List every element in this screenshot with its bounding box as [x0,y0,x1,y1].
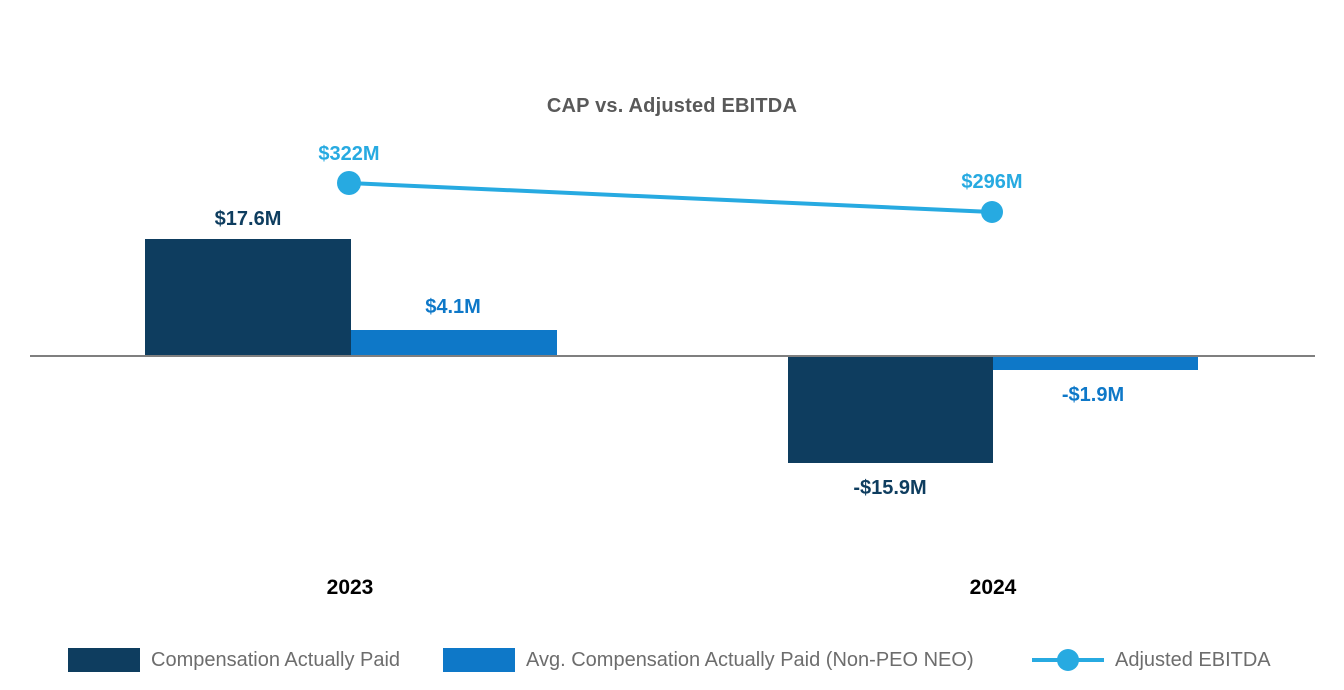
ebitda-legend-marker-icon [1032,649,1104,671]
avg-cap-2024-bar [993,357,1198,370]
ebitda-2023-label: $322M [318,143,380,165]
cap-2023-bar [145,239,351,356]
avg-cap-legend-label: Avg. Compensation Actually Paid (Non-PEO… [526,648,974,671]
legend-item-cap: Compensation Actually Paid [68,645,400,675]
cap-legend-swatch [68,648,140,672]
legend-item-ebitda: Adjusted EBITDA [1032,645,1271,675]
category-label-2023: 2023 [326,576,374,599]
cap-legend-label: Compensation Actually Paid [151,648,401,671]
ebitda-2024-label: $296M [961,171,1023,193]
cap-2023-label: $17.6M [214,208,282,230]
chart-title: CAP vs. Adjusted EBITDA [546,95,798,117]
ebitda-2023-point [337,171,361,195]
cap-2024-bar [788,357,993,463]
avg-cap-2023-bar [351,330,557,356]
category-label-2024: 2024 [969,576,1017,599]
legend-item-avg-cap: Avg. Compensation Actually Paid (Non-PEO… [443,645,974,675]
x-axis-baseline [30,355,1315,357]
avg-cap-legend-swatch [443,648,515,672]
avg-cap-2023-label: $4.1M [425,296,481,318]
ebitda-2024-point [981,201,1003,223]
adjusted-ebitda-line [348,181,993,214]
avg-cap-2024-label: -$1.9M [1061,384,1125,406]
ebitda-legend-label: Adjusted EBITDA [1115,648,1271,671]
cap-2024-label: -$15.9M [853,477,927,499]
